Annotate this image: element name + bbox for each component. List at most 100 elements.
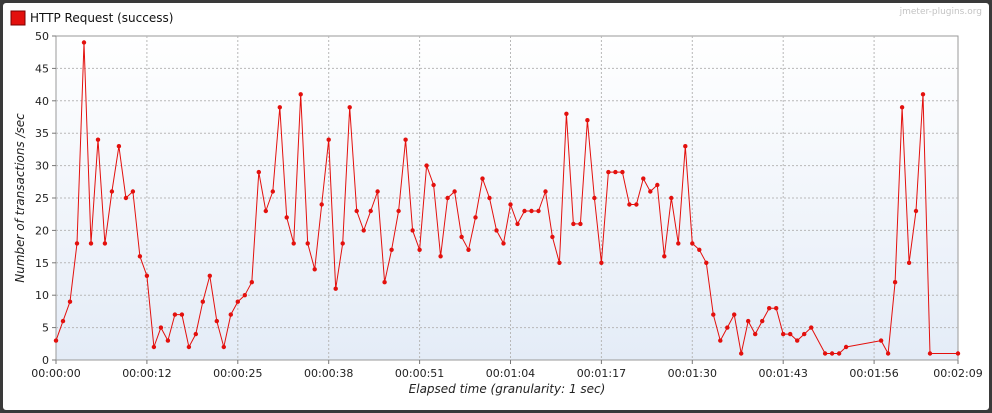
data-point[interactable] [843,344,849,350]
data-point[interactable] [704,260,709,265]
data-point[interactable] [536,208,541,214]
data-point[interactable] [116,144,122,149]
data-point[interactable] [312,267,317,272]
data-point[interactable] [263,208,268,214]
data-point[interactable] [501,241,506,246]
data-point[interactable] [892,280,898,285]
data-point[interactable] [53,338,59,343]
data-point[interactable] [641,176,646,181]
data-point[interactable] [557,260,562,265]
data-point[interactable] [137,254,143,259]
data-point[interactable] [676,241,681,246]
data-point[interactable] [438,254,443,259]
data-point[interactable] [571,221,576,227]
data-point[interactable] [655,182,660,188]
data-point[interactable] [109,189,115,194]
data-point[interactable] [242,293,247,298]
data-point[interactable] [403,137,408,142]
data-point[interactable] [193,331,198,337]
data-point[interactable] [725,325,730,330]
data-point[interactable] [228,312,233,317]
data-point[interactable] [396,208,401,214]
data-point[interactable] [480,176,485,181]
data-point[interactable] [753,331,758,337]
data-point[interactable] [452,189,457,194]
data-point[interactable] [802,331,807,337]
data-point[interactable] [389,247,394,252]
data-point[interactable] [606,169,611,175]
data-point[interactable] [746,318,751,324]
data-point[interactable] [333,286,338,291]
data-point[interactable] [354,208,359,214]
data-point[interactable] [788,331,793,337]
data-point[interactable] [648,189,653,194]
data-point[interactable] [60,318,66,324]
data-point[interactable] [361,228,366,233]
data-point[interactable] [627,202,632,207]
data-point[interactable] [473,215,478,220]
data-point[interactable] [305,241,310,246]
data-point[interactable] [221,344,226,350]
data-point[interactable] [774,306,779,311]
data-point[interactable] [795,338,800,343]
data-point[interactable] [669,195,674,201]
data-point[interactable] [375,189,380,194]
data-point[interactable] [662,254,667,259]
legend[interactable]: HTTP Request (success) [10,10,173,26]
data-point[interactable] [878,338,884,343]
data-point[interactable] [144,273,150,278]
data-point[interactable] [515,221,520,227]
data-point[interactable] [564,111,569,117]
data-point[interactable] [508,202,513,207]
data-point[interactable] [718,338,723,343]
data-point[interactable] [151,344,157,350]
data-point[interactable] [920,92,926,97]
data-point[interactable] [123,195,129,201]
data-point[interactable] [739,351,744,356]
data-point[interactable] [760,318,765,324]
data-point[interactable] [550,234,555,240]
data-point[interactable] [158,325,164,330]
data-point[interactable] [207,273,212,278]
data-point[interactable] [529,208,534,214]
data-point[interactable] [767,306,772,311]
data-point[interactable] [955,351,961,356]
data-point[interactable] [836,351,842,356]
data-point[interactable] [102,241,108,246]
data-point[interactable] [410,228,415,233]
data-point[interactable] [634,202,639,207]
data-point[interactable] [277,105,282,110]
data-point[interactable] [781,331,786,337]
data-point[interactable] [88,241,94,246]
data-point[interactable] [95,137,101,142]
data-point[interactable] [899,105,905,110]
data-point[interactable] [186,344,192,350]
data-point[interactable] [711,312,716,317]
data-point[interactable] [347,105,352,110]
data-point[interactable] [431,182,436,188]
data-point[interactable] [214,318,219,324]
data-point[interactable] [291,241,296,246]
data-point[interactable] [683,144,688,149]
data-point[interactable] [424,163,429,168]
data-point[interactable] [466,247,471,252]
data-point[interactable] [809,325,814,330]
data-point[interactable] [74,241,80,246]
data-point[interactable] [494,228,499,233]
data-point[interactable] [822,351,828,356]
data-point[interactable] [690,241,695,246]
data-point[interactable] [340,241,345,246]
data-point[interactable] [543,189,548,194]
data-point[interactable] [885,351,891,356]
data-point[interactable] [249,280,254,285]
data-point[interactable] [697,247,702,252]
data-point[interactable] [200,299,205,304]
data-point[interactable] [620,169,625,175]
data-point[interactable] [368,208,373,214]
data-point[interactable] [172,312,178,317]
data-point[interactable] [585,118,590,123]
data-point[interactable] [179,312,185,317]
data-point[interactable] [927,351,933,356]
data-point[interactable] [81,40,87,45]
data-point[interactable] [599,260,604,265]
